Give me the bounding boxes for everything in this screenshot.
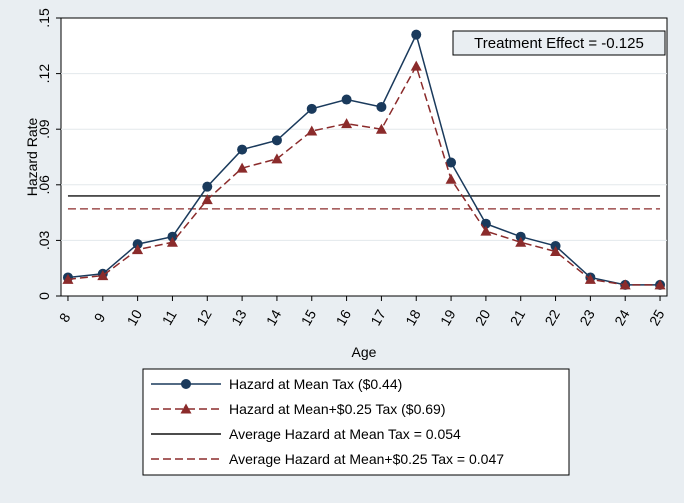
x-tick-label: 11: [159, 307, 180, 328]
legend-label: Hazard at Mean+$0.25 Tax ($0.69): [229, 401, 446, 417]
data-point: [375, 123, 387, 134]
x-tick-label: 19: [437, 307, 459, 329]
data-point: [654, 279, 666, 290]
data-point: [410, 60, 422, 71]
legend-label: Average Hazard at Mean Tax = 0.054: [229, 426, 461, 442]
data-point: [132, 244, 144, 255]
data-point: [341, 118, 353, 129]
data-point: [271, 135, 282, 146]
legend-label: Average Hazard at Mean+$0.25 Tax = 0.047: [229, 451, 504, 467]
x-tick-label: 16: [332, 307, 354, 329]
x-tick-label: 18: [402, 307, 424, 329]
y-tick-label: .06: [36, 175, 52, 195]
y-tick-label: .09: [36, 119, 52, 139]
data-point: [132, 239, 143, 250]
legend-box: [142, 368, 570, 476]
x-tick-label: 24: [611, 307, 633, 329]
y-tick-label: .15: [36, 8, 52, 28]
y-tick-label: .03: [36, 230, 52, 250]
data-point: [181, 379, 191, 389]
data-point: [550, 246, 562, 257]
legend: Hazard at Mean Tax ($0.44) Hazard at Mean…: [142, 368, 570, 476]
data-point: [62, 273, 74, 284]
data-point: [445, 173, 457, 184]
x-tick-label: 14: [263, 307, 285, 329]
data-point: [97, 270, 109, 281]
x-tick-label: 21: [507, 307, 529, 329]
data-point: [201, 194, 213, 205]
y-tick-label: .12: [36, 64, 52, 84]
x-tick-label: 15: [298, 307, 320, 329]
y-tick-label: 0: [36, 292, 52, 300]
x-tick-label: 23: [576, 307, 598, 329]
y-axis-label: Hazard Rate: [24, 117, 40, 196]
x-tick-label: 25: [646, 307, 668, 329]
x-tick-label: 17: [367, 307, 389, 329]
x-tick-label: 13: [228, 307, 250, 329]
data-point: [236, 162, 248, 173]
data-point: [306, 125, 318, 136]
x-axis-label: Age: [352, 344, 377, 360]
data-point: [515, 231, 526, 242]
plot-area: [60, 17, 668, 297]
data-point: [202, 181, 213, 192]
x-tick-label: 12: [193, 307, 215, 329]
data-point: [167, 231, 178, 242]
data-point: [306, 103, 317, 114]
x-tick-label: 20: [472, 307, 494, 329]
data-point: [376, 101, 387, 112]
x-tick-label: 9: [91, 310, 109, 325]
data-point: [180, 403, 192, 414]
series-line: [67, 32, 661, 286]
annotation-text: Treatment Effect = -0.125: [474, 35, 644, 52]
series-line: [67, 64, 661, 286]
data-point: [237, 144, 248, 155]
data-point: [271, 153, 283, 164]
x-tick-label: 10: [123, 307, 145, 329]
data-point: [341, 94, 352, 105]
data-point: [446, 157, 457, 168]
annotation-box: Treatment Effect = -0.125: [452, 30, 666, 56]
legend-label: Hazard at Mean Tax ($0.44): [229, 376, 402, 392]
data-point: [411, 29, 422, 40]
data-point: [584, 273, 596, 284]
data-point: [550, 240, 561, 251]
x-tick-label: 22: [541, 307, 563, 329]
data-point: [515, 236, 527, 247]
data-point: [619, 279, 631, 290]
data-point: [166, 236, 178, 247]
data-point: [480, 225, 492, 236]
x-tick-label: 8: [56, 310, 74, 325]
